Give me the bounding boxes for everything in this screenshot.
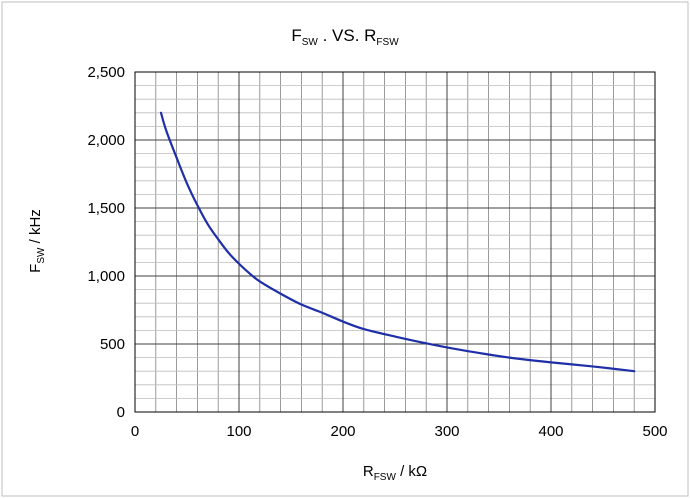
plot-area-border [134,71,656,413]
x-tick-label: 100 [226,423,251,440]
x-tick-label: 400 [538,423,563,440]
y-tick-label: 1,500 [87,200,125,217]
x-axis-tick-labels: 0 100 200 300 400 500 [131,423,668,440]
x-tick-label: 200 [330,423,355,440]
series-line-fsw [159,111,636,373]
x-axis-label: RFSW / kΩ [363,463,427,483]
x-tick-label: 300 [434,423,459,440]
y-tick-label: 2,500 [87,64,125,81]
x-tick-label: 0 [131,423,139,440]
minor-gridlines [135,72,655,412]
y-axis-tick-labels: 0 500 1,000 1,500 2,000 2,500 [87,64,125,421]
x-tick-label: 500 [642,423,667,440]
y-tick-label: 2,000 [87,132,125,149]
major-gridlines [135,72,655,412]
y-tick-label: 500 [100,336,125,353]
chart-title: FSW . VS. RFSW [291,26,399,48]
y-tick-label: 0 [117,404,125,421]
y-tick-label: 1,000 [87,268,125,285]
y-axis-label: FSW / kHz [27,209,47,273]
